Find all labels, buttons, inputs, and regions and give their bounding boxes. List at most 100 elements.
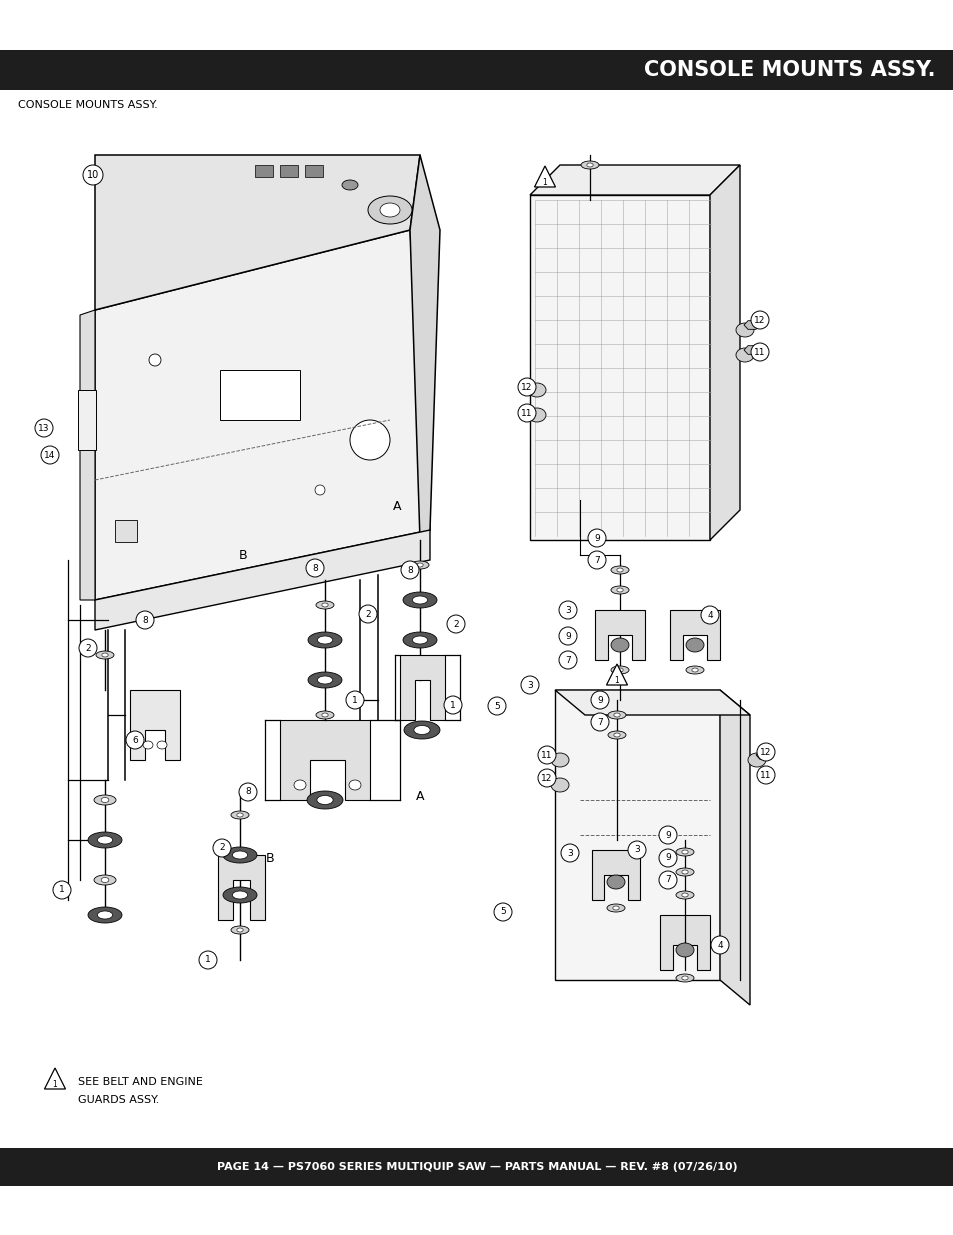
Text: B: B: [238, 548, 247, 562]
Polygon shape: [399, 655, 444, 720]
Ellipse shape: [308, 632, 341, 648]
Ellipse shape: [233, 890, 248, 899]
Ellipse shape: [676, 848, 693, 856]
Circle shape: [136, 611, 153, 629]
Text: 13: 13: [38, 424, 50, 432]
Text: 9: 9: [594, 534, 599, 542]
Text: 11: 11: [754, 347, 765, 357]
Ellipse shape: [735, 348, 753, 362]
Circle shape: [590, 713, 608, 731]
Polygon shape: [720, 690, 749, 1005]
Circle shape: [627, 841, 645, 860]
Ellipse shape: [321, 713, 328, 718]
Ellipse shape: [96, 651, 113, 659]
Ellipse shape: [676, 868, 693, 876]
Text: 4: 4: [717, 941, 722, 950]
Ellipse shape: [403, 721, 439, 739]
Text: 5: 5: [494, 701, 499, 710]
Ellipse shape: [88, 832, 122, 848]
Bar: [254, 165, 273, 177]
Polygon shape: [218, 855, 265, 920]
Polygon shape: [280, 720, 370, 800]
Polygon shape: [669, 610, 720, 659]
Polygon shape: [45, 1068, 66, 1089]
Text: 1: 1: [450, 700, 456, 709]
Text: 2: 2: [219, 844, 225, 852]
Circle shape: [659, 871, 677, 889]
Ellipse shape: [317, 676, 333, 684]
Text: 2: 2: [365, 610, 371, 619]
Text: 1: 1: [59, 885, 65, 894]
Text: A: A: [393, 499, 401, 513]
Text: 8: 8: [245, 788, 251, 797]
Bar: [115, 520, 137, 542]
Ellipse shape: [317, 636, 333, 643]
Ellipse shape: [681, 893, 687, 897]
Ellipse shape: [157, 741, 167, 748]
Polygon shape: [659, 915, 709, 969]
Text: 1: 1: [614, 676, 618, 684]
Text: CONSOLE MOUNTS ASSY.: CONSOLE MOUNTS ASSY.: [644, 61, 935, 80]
Ellipse shape: [551, 753, 568, 767]
Circle shape: [659, 826, 677, 844]
Ellipse shape: [607, 711, 625, 719]
Ellipse shape: [94, 795, 116, 805]
Ellipse shape: [236, 813, 243, 818]
Ellipse shape: [349, 781, 360, 790]
Ellipse shape: [685, 638, 703, 652]
Ellipse shape: [231, 926, 249, 934]
Text: 12: 12: [520, 383, 532, 391]
Bar: [0, 1149, 953, 1186]
Circle shape: [83, 165, 103, 185]
Bar: [305, 165, 323, 177]
Ellipse shape: [610, 666, 628, 674]
Polygon shape: [606, 664, 627, 685]
Circle shape: [494, 903, 512, 921]
Ellipse shape: [411, 561, 429, 569]
Circle shape: [443, 697, 461, 714]
Circle shape: [558, 651, 577, 669]
Polygon shape: [130, 690, 180, 760]
Ellipse shape: [613, 713, 619, 718]
Ellipse shape: [527, 408, 545, 422]
Bar: [0, 49, 953, 90]
Circle shape: [587, 529, 605, 547]
Ellipse shape: [735, 324, 753, 337]
Text: 7: 7: [564, 656, 570, 664]
Text: 7: 7: [594, 556, 599, 564]
Ellipse shape: [321, 603, 328, 606]
Text: 1: 1: [52, 1079, 57, 1088]
Ellipse shape: [350, 420, 390, 459]
Text: 6: 6: [132, 736, 138, 745]
Polygon shape: [755, 751, 771, 760]
Polygon shape: [95, 530, 430, 630]
Ellipse shape: [676, 890, 693, 899]
Text: 12: 12: [754, 315, 765, 325]
Circle shape: [750, 343, 768, 361]
Ellipse shape: [612, 906, 618, 910]
Bar: [78, 390, 96, 450]
Circle shape: [750, 311, 768, 329]
Text: 5: 5: [499, 908, 505, 916]
Ellipse shape: [143, 741, 152, 748]
Ellipse shape: [681, 976, 687, 981]
Ellipse shape: [294, 781, 306, 790]
Polygon shape: [743, 321, 760, 330]
Ellipse shape: [685, 666, 703, 674]
Ellipse shape: [617, 588, 622, 592]
Text: 11: 11: [540, 751, 552, 760]
Circle shape: [79, 638, 97, 657]
Circle shape: [126, 731, 144, 748]
Polygon shape: [80, 310, 95, 600]
Text: 3: 3: [527, 680, 533, 689]
Ellipse shape: [94, 876, 116, 885]
Polygon shape: [595, 610, 644, 659]
Bar: [280, 165, 297, 177]
Text: 9: 9: [564, 631, 570, 641]
Ellipse shape: [676, 974, 693, 982]
Ellipse shape: [315, 711, 334, 719]
Circle shape: [659, 848, 677, 867]
Polygon shape: [95, 230, 430, 600]
Text: 9: 9: [664, 830, 670, 840]
Ellipse shape: [606, 876, 624, 889]
